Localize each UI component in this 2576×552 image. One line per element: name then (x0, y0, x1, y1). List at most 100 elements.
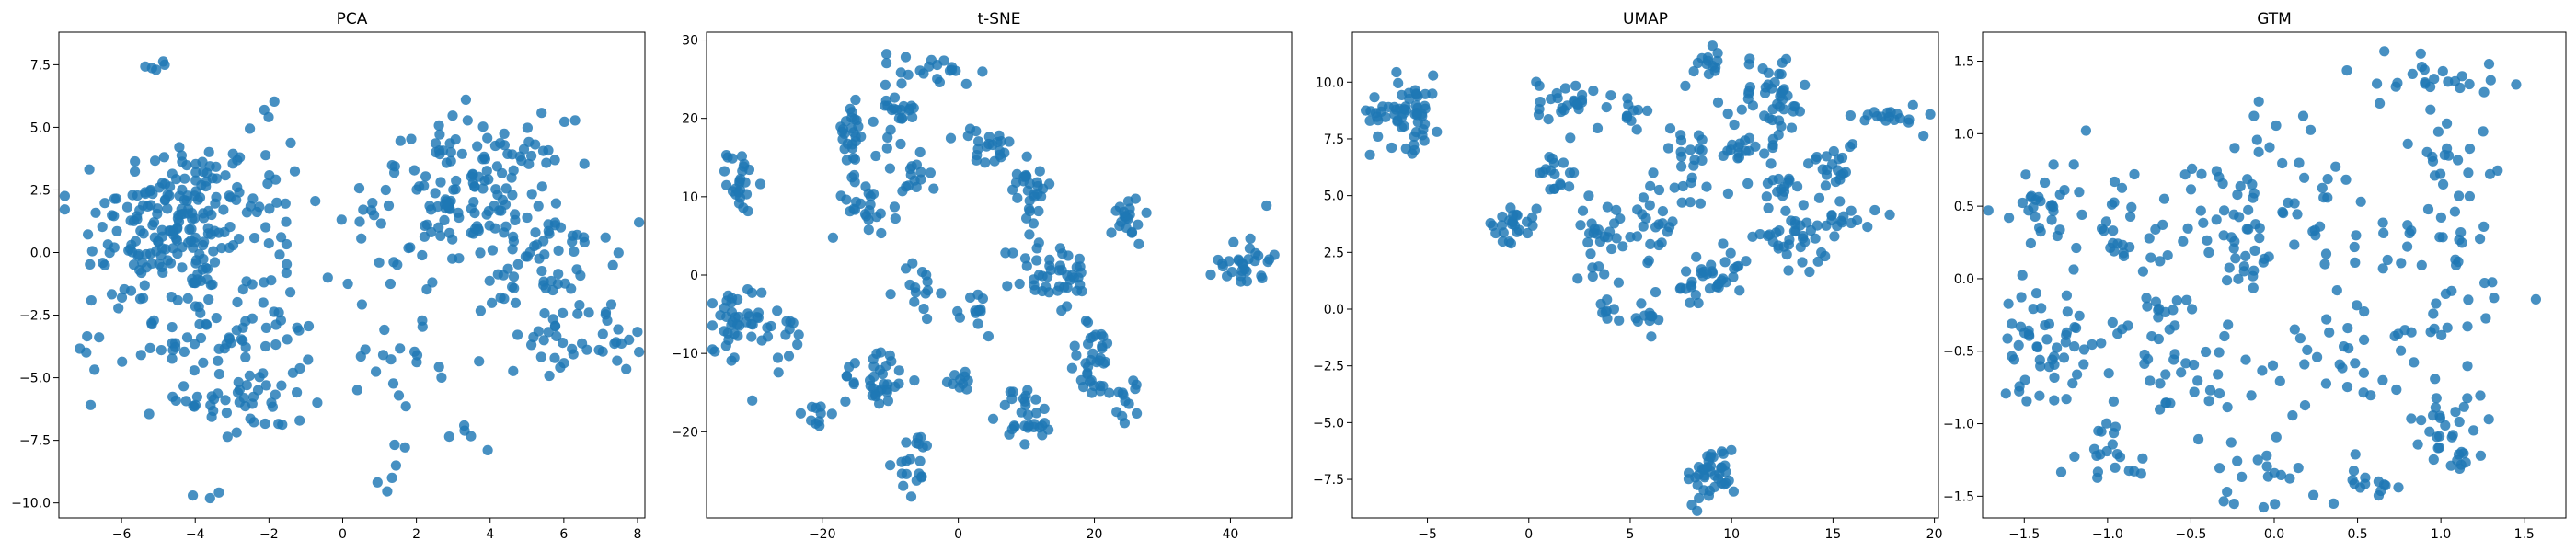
scatter-point (188, 277, 199, 288)
scatter-point (795, 408, 807, 419)
scatter-point (2179, 169, 2191, 180)
scatter-point (1772, 186, 1783, 197)
scatter-point (1400, 105, 1411, 116)
scatter-point (222, 431, 233, 443)
scatter-point (2377, 217, 2388, 228)
scatter-point (2349, 241, 2360, 253)
scatter-point (247, 313, 258, 324)
scatter-point (2028, 304, 2039, 315)
scatter-point (2054, 224, 2065, 236)
scatter-point (2034, 390, 2045, 401)
scatter-point (1677, 180, 1688, 192)
scatter-point (2440, 288, 2451, 299)
scatter-point (756, 287, 767, 298)
scatter-point (2232, 455, 2243, 466)
scatter-point (468, 197, 479, 208)
scatter-point (1699, 470, 1710, 481)
scatter-point (1685, 197, 1696, 208)
x-tick-label: 40 (1223, 527, 1239, 542)
scatter-point (510, 214, 521, 225)
scatter-point (466, 431, 477, 442)
scatter-point (444, 227, 455, 238)
scatter-point (182, 293, 193, 304)
scatter-point (489, 223, 500, 234)
scatter-point (2431, 393, 2442, 404)
scatter-point (190, 258, 201, 269)
scatter-point (909, 296, 920, 307)
scatter-point (2431, 298, 2442, 309)
x-tick-label: −2 (259, 527, 279, 542)
scatter-point (870, 150, 881, 162)
scatter-point (840, 396, 851, 407)
scatter-point (240, 351, 251, 362)
scatter-point (1645, 238, 1656, 249)
scatter-point (2350, 449, 2361, 460)
scatter-point (558, 116, 570, 127)
scatter-point (1522, 216, 1533, 227)
scatter-point (159, 59, 170, 70)
scatter-point (2041, 334, 2053, 345)
scatter-point (2118, 250, 2130, 261)
scatter-point (263, 111, 274, 122)
scatter-point (270, 319, 282, 330)
scatter-point (1657, 206, 1668, 217)
x-tick-label: 20 (1087, 527, 1103, 542)
scatter-point (533, 201, 544, 212)
scatter-point (2453, 155, 2464, 166)
scatter-point (271, 197, 282, 208)
scatter-point (773, 367, 784, 378)
scatter-point (903, 69, 914, 80)
scatter-point (806, 415, 817, 426)
scatter-point (395, 135, 406, 146)
scatter-point (879, 378, 890, 390)
scatter-point (972, 150, 983, 161)
scatter-point (491, 161, 503, 172)
scatter-point (1701, 181, 1712, 192)
scatter-point (2145, 252, 2156, 263)
scatter-point (2214, 347, 2225, 358)
scatter-point (904, 164, 916, 175)
scatter-point (1781, 249, 1792, 260)
scatter-point (390, 460, 401, 471)
scatter-point (2427, 155, 2439, 167)
scatter-point (895, 138, 906, 150)
scatter-point (736, 151, 748, 162)
scatter-point (1611, 233, 1622, 244)
scatter-point (213, 369, 224, 380)
scatter-point (1642, 258, 1653, 269)
scatter-point (607, 259, 618, 270)
scatter-point (2235, 180, 2246, 192)
scatter-point (848, 378, 859, 390)
x-tick-label: 1.0 (2431, 527, 2451, 542)
scatter-point (2454, 416, 2465, 428)
scatter-point (2250, 219, 2261, 230)
scatter-point (1925, 109, 1936, 120)
scatter-point (1718, 238, 1729, 249)
scatter-point (1754, 229, 1765, 240)
scatter-point (1685, 280, 1696, 291)
scatter-point (890, 381, 901, 392)
scatter-point (522, 212, 533, 224)
scatter-point (2071, 242, 2082, 254)
scatter-point (2248, 282, 2259, 293)
scatter-point (723, 334, 734, 346)
scatter-point (2434, 410, 2445, 421)
scatter-point (2440, 420, 2451, 431)
scatter-point (876, 227, 887, 239)
scatter-point (538, 280, 549, 291)
scatter-point (1004, 136, 1015, 147)
scatter-point (1636, 298, 1647, 309)
scatter-point (2355, 196, 2366, 207)
scatter-point (1087, 331, 1098, 342)
scatter-point (2203, 396, 2214, 407)
scatter-point (136, 267, 147, 279)
scatter-point (1418, 124, 1429, 135)
scatter-point (443, 431, 454, 443)
scatter-point (220, 395, 231, 406)
scatter-point (2449, 206, 2460, 217)
scatter-point (2297, 110, 2309, 121)
scatter-point (1030, 394, 1041, 405)
scatter-point (389, 161, 400, 172)
scatter-point (1074, 253, 1085, 264)
scatter-point (2048, 159, 2059, 170)
